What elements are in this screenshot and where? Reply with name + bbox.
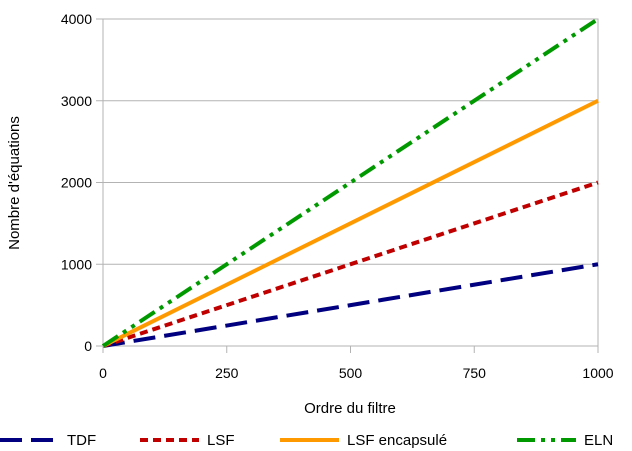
x-tick-label: 500 [339,365,363,381]
legend: TDF LSF LSF encapsulé ELN [0,432,613,449]
y-tick-label: 4000 [61,11,92,27]
y-tick-label: 0 [84,338,92,354]
y-axis-ticks: 0 1000 2000 3000 4000 [61,11,103,354]
series-line-eln [101,17,600,348]
x-tick-label: 250 [215,365,239,381]
y-tick-label: 1000 [61,256,92,272]
legend-label: TDF [67,432,96,449]
x-tick-label: 0 [99,365,107,381]
y-axis-label: Nombre d'équations [6,116,23,250]
y-tick-label: 3000 [61,93,92,109]
x-tick-label: 1000 [582,365,613,381]
series-lines [101,17,600,348]
series-line-lsf-encapsul- [102,98,599,348]
x-axis-ticks: 0 250 500 750 1000 [99,346,614,381]
x-axis-label: Ordre du filtre [304,400,396,417]
legend-label: LSF encapsulé [347,432,447,449]
series-line-lsf [102,180,599,348]
legend-label: LSF [207,432,235,449]
y-tick-label: 2000 [61,175,92,191]
legend-label: ELN [584,432,613,449]
series-line-tdf [102,262,599,348]
x-tick-label: 750 [463,365,487,381]
